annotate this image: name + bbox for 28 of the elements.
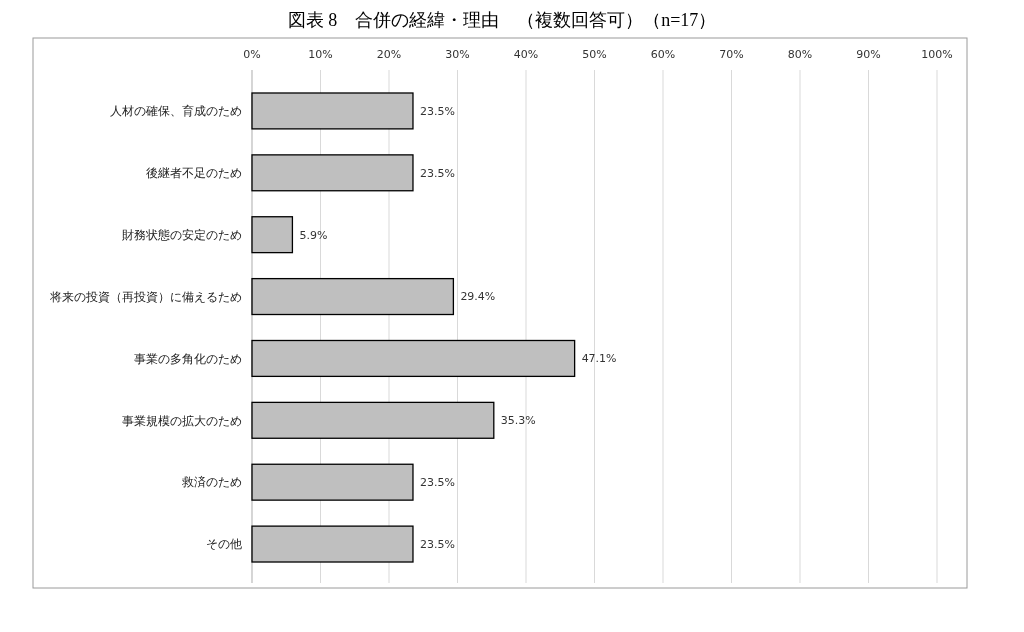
data-label: 5.9% [299,228,328,242]
x-tick-label: 100% [921,48,953,61]
data-label: 23.5% [419,537,455,551]
x-tick-label: 40% [513,48,539,61]
x-tick-label: 0% [243,48,261,61]
x-tick-label: 20% [376,48,402,61]
y-tick-label: 救済のため [181,475,242,490]
x-tick-label: 90% [856,48,881,61]
y-tick-label: 事業の多角化のため [134,351,242,366]
data-label: 23.5% [419,166,455,180]
x-tick-label: 10% [308,48,333,61]
x-tick-label: 60% [650,48,676,61]
data-label: 29.4% [460,290,496,304]
y-tick-label: 将来の投資（再投資）に備えるため [49,289,242,304]
y-tick-label: 後継者不足のため [146,166,242,181]
chart-title: 図表 8 合併の経緯・理由 （複数回答可）（n=17） [287,10,717,30]
y-tick-label: 事業規模の拡大のため [122,413,242,428]
data-label: 23.5% [419,104,455,118]
x-tick-label: 80% [787,48,813,61]
x-tick-label: 70% [719,48,744,61]
data-label: 47.1% [581,352,617,366]
x-tick-label: 50% [582,48,607,61]
y-tick-label: 財務状態の安定のため [122,227,242,242]
y-tick-label: 人材の確保、育成のため [110,104,242,119]
data-label: 23.5% [419,476,455,490]
x-tick-label: 30% [445,48,470,61]
y-tick-label: その他 [206,537,242,552]
data-label: 35.3% [500,414,536,428]
